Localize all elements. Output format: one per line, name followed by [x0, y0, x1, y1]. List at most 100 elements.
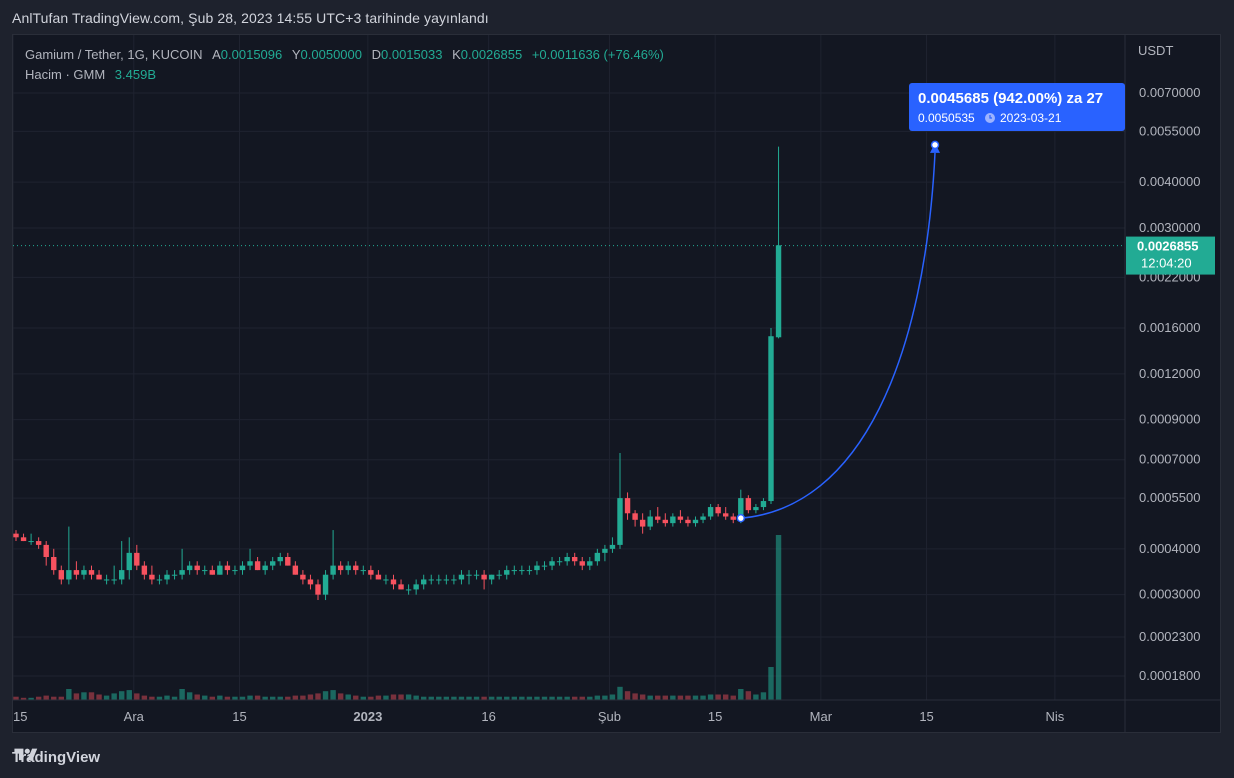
candle-body[interactable] [156, 579, 163, 581]
candle-body[interactable] [103, 579, 110, 581]
candle-body[interactable] [579, 561, 585, 566]
candle-body[interactable] [760, 501, 767, 508]
candle-body[interactable] [549, 561, 555, 566]
candle-body[interactable] [179, 570, 185, 575]
candle-body[interactable] [504, 570, 510, 575]
candle-body[interactable] [315, 584, 321, 595]
candle-body[interactable] [254, 561, 261, 571]
candle-body[interactable] [20, 537, 27, 542]
candle-body[interactable] [572, 556, 578, 562]
candle-body[interactable] [451, 579, 457, 581]
candle-body[interactable] [775, 245, 782, 338]
candle-body[interactable] [66, 570, 72, 580]
candle-body[interactable] [217, 565, 223, 575]
candle-body[interactable] [81, 570, 87, 575]
candle-body[interactable] [51, 556, 57, 571]
candle-body[interactable] [285, 556, 291, 566]
legend-volume-label[interactable]: Hacim · GMM [25, 67, 106, 82]
candle-body[interactable] [677, 516, 684, 520]
candle-body[interactable] [723, 513, 729, 517]
candle-body[interactable] [519, 570, 525, 572]
candle-body[interactable] [171, 574, 178, 576]
candle-body[interactable] [390, 579, 397, 585]
candle-body[interactable] [421, 579, 427, 585]
candle-body[interactable] [564, 556, 570, 562]
candle-body[interactable] [262, 565, 268, 571]
candle-body[interactable] [186, 565, 193, 571]
candle-body[interactable] [647, 516, 653, 527]
candle-body[interactable] [715, 507, 721, 514]
candle-body[interactable] [662, 519, 668, 524]
candle-body[interactable] [443, 579, 450, 581]
candle-body[interactable] [602, 548, 608, 553]
candle-body[interactable] [617, 498, 623, 545]
candle-body[interactable] [126, 552, 132, 571]
candle-body[interactable] [149, 574, 155, 580]
projection-label-box[interactable] [909, 83, 1125, 131]
candle-body[interactable] [119, 570, 125, 580]
legend-symbol[interactable]: Gamium / Tether, 1G, KUCOIN [25, 47, 203, 62]
candle-body[interactable] [609, 544, 616, 549]
candle-body[interactable] [164, 574, 170, 580]
chart-frame[interactable]: 0.0001800 0.0002300 0.0003000 0.0004000 0.00… [12, 34, 1221, 733]
candle-body[interactable] [111, 579, 117, 581]
candle-body[interactable] [730, 516, 736, 520]
candle-body[interactable] [458, 574, 465, 580]
candle-body[interactable] [360, 570, 366, 572]
candle-body[interactable] [194, 565, 200, 571]
candle-body[interactable] [481, 574, 487, 580]
candle-body[interactable] [58, 570, 64, 580]
candle-body[interactable] [496, 574, 502, 576]
candle-body[interactable] [632, 513, 638, 520]
candle-body[interactable] [239, 565, 246, 571]
candle-body[interactable] [28, 541, 34, 543]
candle-body[interactable] [307, 579, 314, 585]
candle-body[interactable] [383, 579, 389, 581]
candle-body[interactable] [330, 565, 336, 575]
candle-body[interactable] [134, 552, 140, 566]
candle-body[interactable] [209, 570, 215, 575]
projection-curve[interactable] [740, 152, 936, 519]
candle-body[interactable] [413, 584, 419, 590]
candle-body[interactable] [624, 498, 631, 514]
candle-body[interactable] [768, 336, 774, 502]
candle-body[interactable] [292, 565, 299, 575]
candle-body[interactable] [436, 579, 442, 581]
projection-start-handle[interactable] [736, 513, 746, 523]
candle-body[interactable] [639, 519, 646, 527]
candle-body[interactable] [587, 561, 593, 566]
candle-body[interactable] [375, 574, 382, 580]
candle-body[interactable] [655, 516, 661, 520]
candle-body[interactable] [337, 565, 344, 571]
candle-body[interactable] [247, 561, 253, 566]
candle-body[interactable] [270, 561, 276, 566]
candle-body[interactable] [202, 570, 208, 572]
candle-body[interactable] [541, 565, 548, 567]
footer-branding[interactable]: TradingView [12, 746, 100, 768]
candle-body[interactable] [73, 570, 80, 575]
candle-body[interactable] [13, 533, 19, 538]
candle-body[interactable] [322, 574, 329, 595]
candle-body[interactable] [232, 570, 238, 572]
candle-body[interactable] [35, 541, 42, 545]
candlestick-chart[interactable]: 0.0001800 0.0002300 0.0003000 0.0004000 0.00… [13, 35, 1220, 732]
candle-body[interactable] [534, 565, 540, 571]
candle-body[interactable] [745, 498, 752, 511]
candle-body[interactable] [700, 516, 706, 520]
candle-body[interactable] [300, 574, 306, 580]
projection-end-handle[interactable] [930, 140, 940, 150]
candle-body[interactable] [88, 570, 95, 575]
candle-body[interactable] [428, 579, 434, 581]
candle-body[interactable] [398, 584, 404, 590]
candle-body[interactable] [141, 565, 148, 575]
candle-body[interactable] [473, 574, 480, 576]
candle-body[interactable] [511, 570, 517, 572]
candle-body[interactable] [43, 544, 49, 557]
candle-body[interactable] [692, 519, 699, 524]
candle-body[interactable] [753, 507, 759, 511]
candle-body[interactable] [488, 574, 495, 580]
candle-body[interactable] [345, 565, 351, 571]
candle-body[interactable] [405, 589, 412, 591]
candle-body[interactable] [556, 561, 563, 563]
candle-body[interactable] [277, 556, 283, 562]
